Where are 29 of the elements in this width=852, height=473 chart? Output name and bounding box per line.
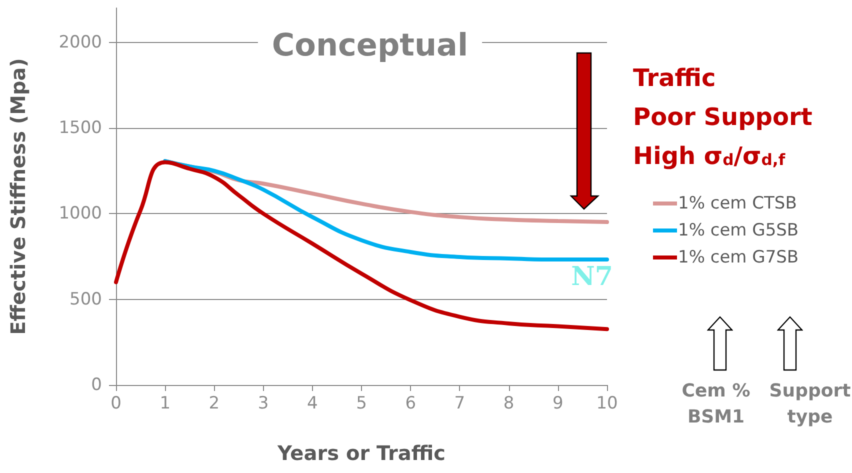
y-tick-label: 500 bbox=[70, 289, 102, 310]
legend-label: 1% cem G7SB bbox=[678, 248, 799, 268]
legend-label: 1% cem CTSB bbox=[678, 194, 797, 214]
y-axis-title: Effective Stiffness (Mpa) bbox=[6, 58, 30, 335]
text: High σd/σd,f bbox=[633, 142, 786, 170]
x-tick-label: 4 bbox=[306, 394, 318, 414]
text: Conceptual bbox=[272, 28, 468, 64]
text: Poor Support bbox=[633, 103, 812, 131]
x-tick-label: 1 bbox=[160, 394, 171, 414]
x-tick-label: 2 bbox=[208, 394, 220, 414]
text: Traffic bbox=[633, 64, 716, 92]
annotation: N7 bbox=[571, 262, 613, 292]
text: Support type bbox=[769, 380, 852, 428]
x-tick-label: 7 bbox=[454, 394, 466, 414]
line-series bbox=[163, 159, 609, 262]
x-tick-label: 8 bbox=[503, 394, 514, 414]
legend-label: 1% cem G5SB bbox=[678, 220, 799, 240]
x-tick-label: 6 bbox=[405, 394, 416, 414]
x-tick-label: 9 bbox=[552, 394, 564, 414]
y-tick-label: 1500 bbox=[58, 118, 102, 138]
x-tick-label: 5 bbox=[356, 394, 367, 414]
y-tick-label: 2000 bbox=[58, 32, 102, 52]
y-tick-label: 1000 bbox=[58, 204, 102, 224]
x-axis-title: Years or Traffic bbox=[276, 441, 446, 465]
text: Cem % BSM1 bbox=[682, 380, 750, 428]
x-tick-label: 3 bbox=[258, 394, 269, 414]
y-tick-label: 0 bbox=[91, 375, 102, 395]
x-tick-label: 10 bbox=[596, 394, 618, 414]
x-tick-label: 0 bbox=[110, 394, 122, 414]
